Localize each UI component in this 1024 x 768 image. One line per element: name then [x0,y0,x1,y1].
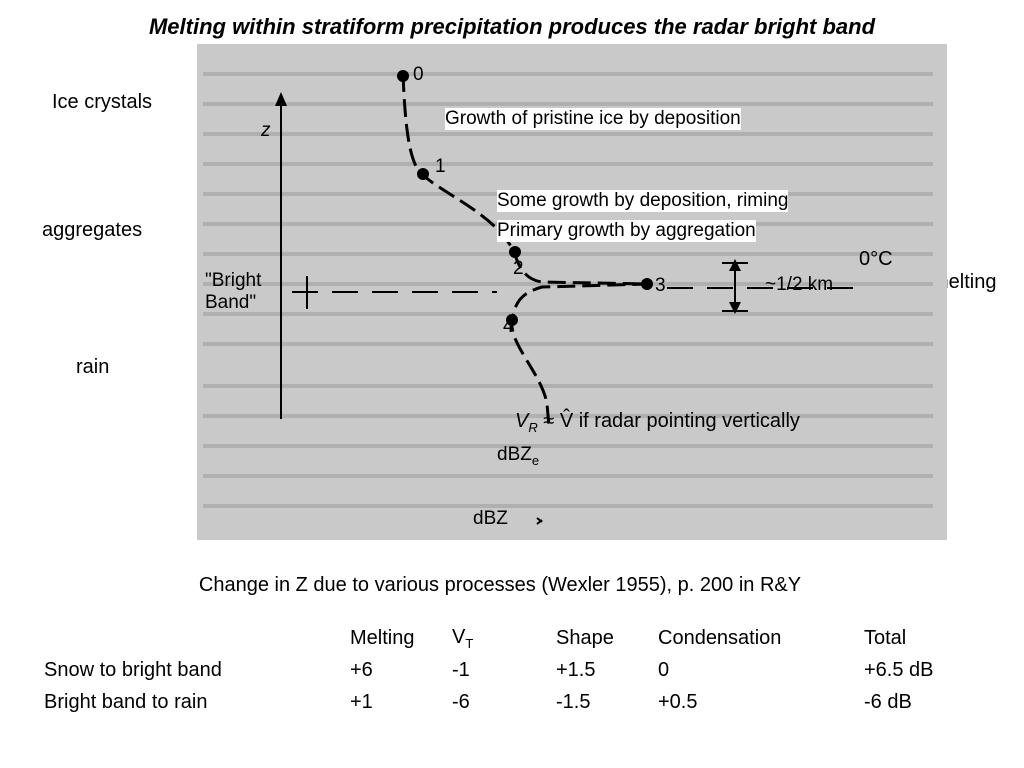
point-2 [509,246,521,258]
table-header: Condensation [658,626,782,649]
table-cell: -1.5 [556,690,591,713]
table-cell: +1.5 [556,658,596,681]
z-axis-label: z [261,120,271,141]
bright-band-label-line1: "Bright [205,270,262,291]
diagram-drawing [275,70,857,525]
table-row: Bright band to rain +1 -6 -1.5 +0.5 -6 d… [44,686,964,718]
annotation-riming: Some growth by deposition, riming [497,190,789,212]
slide-title: Melting within stratiform precipitation … [148,14,876,39]
bright-band-diagram: z 0 1 2 3 4 Growth of pristine ice by de… [197,44,947,540]
point-label-3: 3 [655,275,666,296]
half-km-label: ~1/2 km [765,274,834,295]
point-label-4: 4 [503,316,514,337]
point-3 [641,278,653,290]
table-cell: -6 [452,690,470,713]
table-row: Snow to bright band +6 -1 +1.5 0 +6.5 dB [44,654,964,686]
table-cell: +1 [350,690,373,713]
table-cell: +6.5 dB [864,658,934,681]
table-cell: -6 dB [864,690,912,713]
table-header: Total [864,626,907,649]
scanned-page-background [197,44,947,540]
table-cell: -1 [452,658,470,681]
point-1 [417,168,429,180]
annotation-pristine-growth: Growth of pristine ice by deposition [445,108,741,130]
label-ice-crystals: Ice crystals [52,91,153,113]
label-aggregates: aggregates [42,219,143,241]
label-melting: melting [932,271,997,293]
point-label-2: 2 [513,258,524,279]
dbz-axis-label: dBZ [473,508,508,529]
table-cell: Snow to bright band [44,658,222,681]
zero-celsius-label: 0°C [859,248,893,270]
point-4 [506,314,518,326]
vr-annotation: VR ≈ V̂ if radar pointing vertically [515,410,800,435]
bright-band-label: "Bright Band" [205,270,261,314]
table-cell: +0.5 [658,690,698,713]
process-table: Melting VT Shape Condensation Total Snow… [44,622,964,718]
table-header: Shape [556,626,614,649]
table-cell: Bright band to rain [44,690,208,713]
label-rain: rain [76,356,110,378]
figure-caption: Change in Z due to various processes (We… [198,574,802,596]
table-header: VT [452,625,474,651]
annotation-aggregation: Primary growth by aggregation [497,220,756,242]
bright-band-label-line2: Band" [205,292,257,313]
table-cell: 0 [658,658,670,681]
table-header [44,622,350,654]
table-cell: +6 [350,658,373,681]
point-0 [397,70,409,82]
dbze-label: dBZe [497,444,540,468]
z-axis-arrow [275,92,287,106]
point-label-1: 1 [435,156,446,177]
table-header-row: Melting VT Shape Condensation Total [44,622,964,654]
point-label-0: 0 [413,64,424,85]
table-header: Melting [350,626,415,649]
